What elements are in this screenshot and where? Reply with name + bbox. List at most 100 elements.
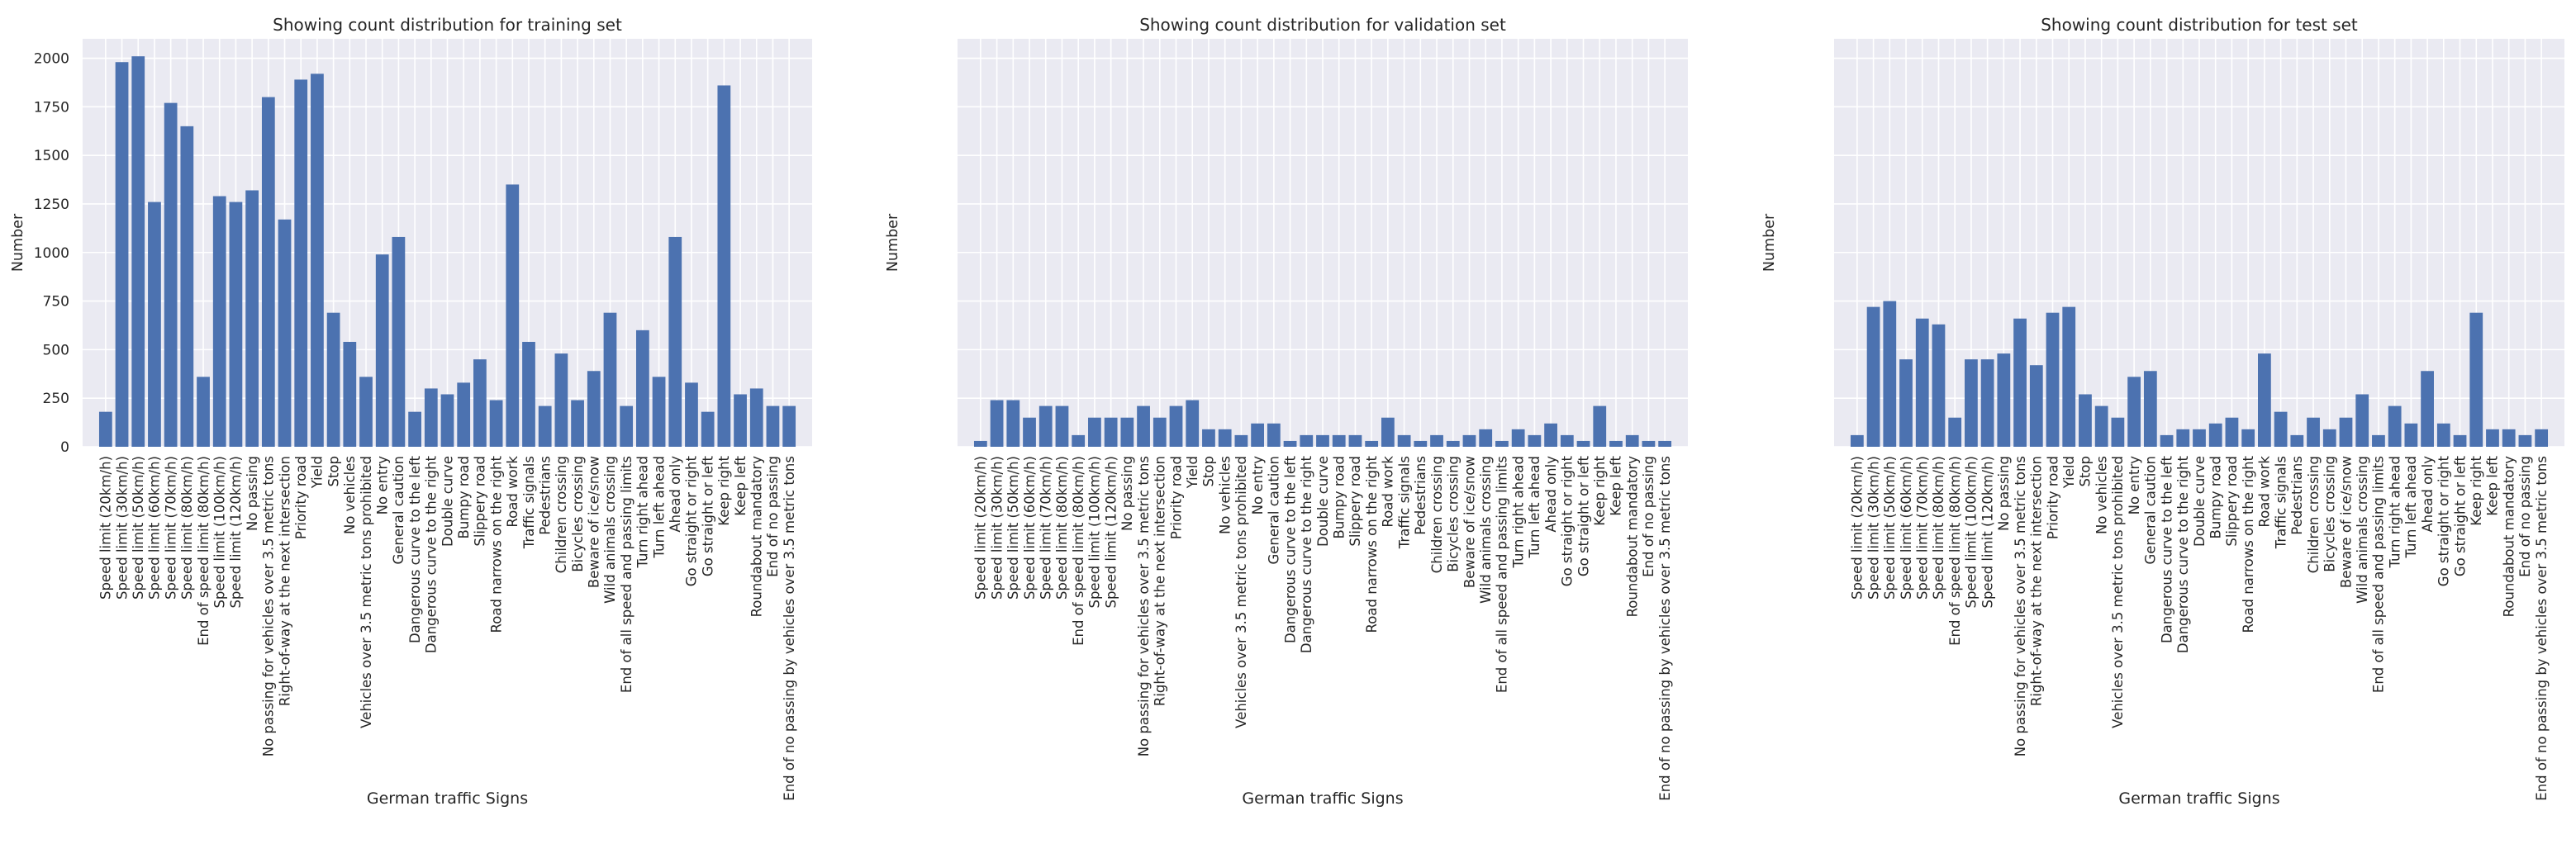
x-tick-label: Vehicles over 3.5 metric tons prohibited	[1233, 456, 1249, 728]
bar	[1153, 417, 1167, 447]
bar	[2094, 405, 2108, 447]
y-tick-label: 500	[43, 342, 69, 358]
bar	[1866, 306, 1880, 447]
x-tick-label: End of all speed and passing limits	[1495, 456, 1510, 693]
bar	[2469, 312, 2483, 447]
bar	[2062, 306, 2076, 447]
y-tick-label: 0	[60, 439, 69, 456]
x-tick-label: Vehicles over 3.5 metric tons prohibited	[359, 456, 374, 728]
bar	[278, 219, 292, 447]
x-tick-label: No entry	[2127, 456, 2142, 515]
bar	[1642, 440, 1656, 447]
x-tick-label: Speed limit (120km/h)	[228, 456, 244, 609]
x-tick-label: End of no passing by vehicles over 3.5 m…	[782, 456, 797, 801]
x-tick-label: No passing for vehicles over 3.5 metric …	[2013, 456, 2028, 756]
x-tick-label: No vehicles	[2094, 456, 2109, 534]
bar	[1980, 359, 1994, 447]
x-tick-label: Wild animals crossing	[602, 456, 618, 604]
bar	[1511, 429, 1525, 447]
x-tick-label: Priority road	[2045, 456, 2060, 539]
x-tick-label: General caution	[2143, 456, 2159, 565]
chart-panel-2: Speed limit (20km/h) Speed limit (30km/h)…	[885, 15, 1688, 808]
y-axis-label: Number	[885, 213, 901, 272]
bar	[2241, 429, 2255, 447]
x-tick-label: Road work	[1381, 456, 1396, 528]
bar	[990, 400, 1004, 447]
y-tick-label: 1750	[34, 99, 69, 116]
x-tick-label: Slippery road	[2224, 456, 2240, 547]
x-tick-label: Slippery road	[1347, 456, 1363, 547]
y-tick-label: 750	[43, 294, 69, 311]
x-tick-label: General caution	[391, 456, 406, 565]
y-axis-label: Number	[1761, 213, 1778, 272]
bar	[734, 394, 747, 447]
bar	[1397, 434, 1411, 447]
bar	[1609, 440, 1623, 447]
x-tick-label: Speed limit (70km/h)	[1915, 456, 1931, 600]
x-tick-label: End of speed limit (80km/h)	[196, 456, 211, 646]
x-tick-label: Double curve	[2192, 456, 2208, 547]
x-tick-label: Keep right	[2469, 455, 2484, 525]
bar	[197, 377, 210, 447]
bar	[1169, 405, 1183, 447]
bar	[148, 202, 161, 447]
bar	[326, 312, 340, 447]
bar	[2339, 417, 2353, 447]
bar	[424, 388, 438, 447]
bar	[1316, 434, 1329, 447]
bar	[2046, 312, 2060, 447]
x-tick-label: Right-of-way at the next intersection	[277, 456, 292, 706]
bar	[115, 62, 129, 447]
bar	[1479, 429, 1493, 447]
bar	[1023, 417, 1036, 447]
x-tick-label: Traffic signals	[2273, 456, 2288, 549]
x-tick-label: Speed limit (30km/h)	[1865, 456, 1881, 600]
x-tick-label: Speed limit (60km/h)	[1022, 456, 1038, 600]
bar	[1381, 417, 1395, 447]
bar	[1186, 400, 1200, 447]
bar	[620, 405, 634, 447]
bar	[359, 377, 373, 447]
x-tick-label: Roundabout mandatory	[1624, 456, 1640, 618]
bar	[1365, 440, 1379, 447]
x-tick-label: Dangerous curve to the right	[1299, 455, 1314, 653]
bar	[635, 330, 649, 447]
bar	[1072, 434, 1086, 447]
bar	[2290, 434, 2304, 447]
bar	[1218, 429, 1232, 447]
x-tick-label: Speed limit (120km/h)	[1980, 456, 1995, 609]
bar	[1348, 434, 1362, 447]
bar	[2257, 353, 2271, 447]
bar	[2486, 429, 2499, 447]
bar	[2372, 434, 2385, 447]
x-tick-label: Stop	[326, 456, 341, 487]
bar	[131, 56, 145, 448]
x-tick-label: Dangerous curve to the left	[2159, 455, 2174, 643]
x-tick-label: No entry	[374, 456, 390, 515]
x-tick-label: Road narrows on the right	[2241, 455, 2256, 633]
bar	[2029, 365, 2043, 447]
bar	[1332, 434, 1346, 447]
x-tick-label: Dangerous curve to the right	[2175, 455, 2191, 653]
x-tick-label: Yield	[310, 456, 326, 489]
x-tick-label: Children crossing	[1429, 456, 1445, 573]
x-tick-label: Go straight or left	[700, 455, 715, 576]
bar	[2436, 423, 2450, 447]
x-tick-label: Go straight or right	[1560, 455, 1576, 586]
bar	[2160, 434, 2174, 447]
bar	[2421, 371, 2434, 447]
bar	[506, 184, 520, 447]
bar	[1932, 324, 1946, 447]
bar	[473, 359, 487, 447]
bar	[717, 85, 731, 447]
y-tick-label: 1250	[34, 197, 69, 213]
bar	[2518, 434, 2532, 447]
bar	[668, 236, 682, 447]
bar	[294, 79, 308, 448]
bar	[1560, 434, 1574, 447]
bar	[1948, 417, 1962, 447]
bar	[180, 126, 194, 447]
bar	[685, 382, 698, 447]
bar	[2225, 417, 2239, 447]
bar	[1414, 440, 1428, 447]
